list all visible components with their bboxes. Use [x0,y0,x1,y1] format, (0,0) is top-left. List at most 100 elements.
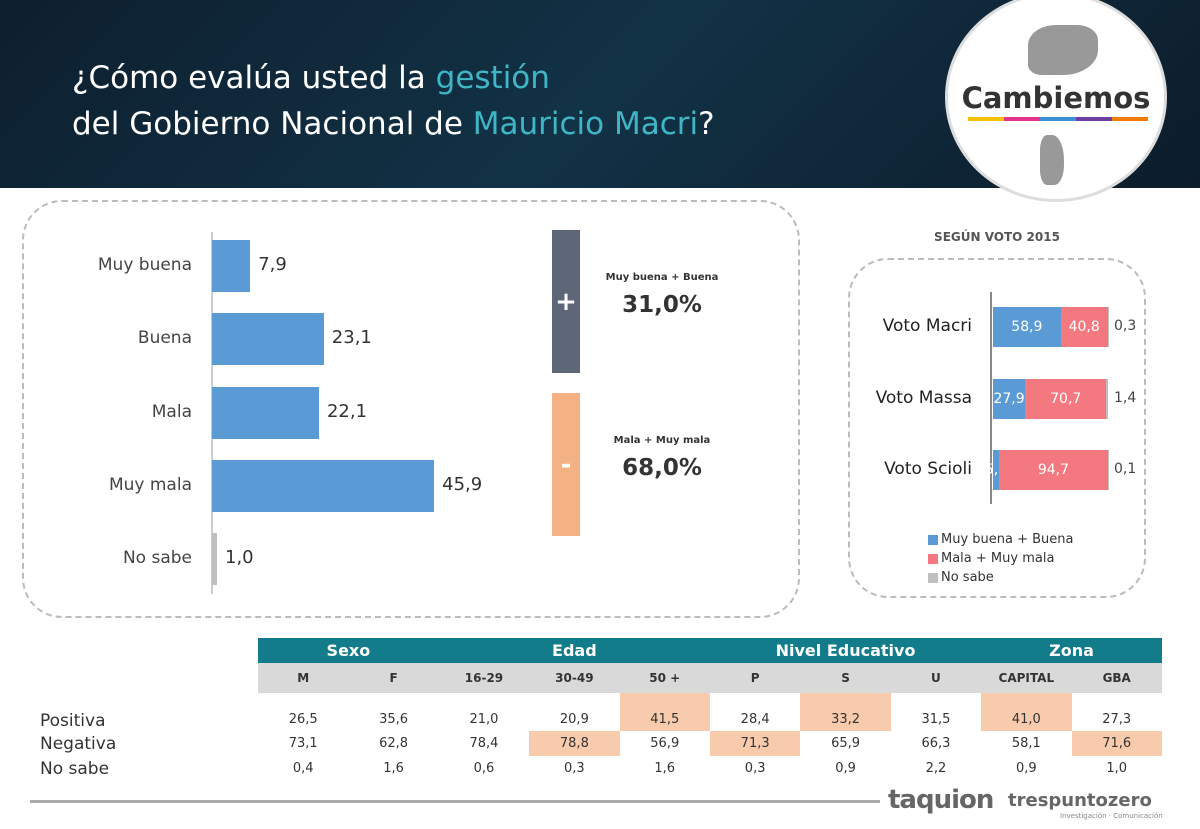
column-header: U [890,663,982,693]
logo-subtitle: Investigación · Comunicación [1060,812,1163,820]
category-label: Muy buena [97,255,192,275]
title-text: del Gobierno Nacional de [72,106,473,142]
category-label: Voto Massa [875,387,972,408]
row-label: Negativa [30,731,258,756]
table-cell: 0,9 [835,761,856,776]
column-header: 30-49 [529,663,620,693]
column-header: S [800,663,891,693]
table-cell: 41,5 [619,693,710,731]
group-header: Sexo [258,638,439,663]
column-header: P [709,663,801,693]
table-cell: 0,3 [564,761,585,776]
bar-segment [1106,378,1108,419]
column-header: M [258,663,349,693]
table-row: No sabe 0,4 1,6 0,6 0,3 1,6 0,3 0,9 2,2 0,9 1,0 [30,756,1162,781]
table-row: Negativa 73,1 62,8 78,4 78,8 56,9 71,3 65,9 66,3… [30,731,1162,756]
vote-chart-panel [848,258,1146,598]
trespuntozero-logo: trespuntozero [1008,790,1152,811]
bar-segment: 40,8 [1060,307,1108,347]
cambiemos-logo: Cambiemos [945,0,1167,202]
data-label: 0,1 [1114,461,1137,477]
table-cell: 0,3 [744,761,766,776]
data-label: 45,9 [442,473,483,495]
data-label: 0,3 [1114,318,1137,334]
data-label: 22,1 [326,400,368,422]
footer-divider [30,800,880,803]
group-header: Edad [438,638,710,663]
legend-item: Mala + Muy mala [928,551,1054,566]
bar-segment: 27,9 [993,378,1026,419]
table-cell: 73,1 [288,736,318,751]
header: ¿Cómo evalúa usted la gestión del Gobier… [0,0,1200,202]
legend-item: No sabe [928,570,994,585]
table-cell: 28,4 [740,712,770,727]
table-cell: 66,3 [921,736,951,751]
table-cell: 78,8 [529,731,620,756]
category-label: Mala [151,401,192,422]
legend-swatch [928,572,938,583]
data-label: 7,9 [258,254,287,275]
table-cell: 21,0 [469,712,499,727]
table-cell: 58,1 [1011,736,1041,751]
category-label: Buena [137,328,192,349]
table-cell: 1,6 [654,761,676,776]
logo-text: trespuntozero [1008,790,1152,811]
vote-chart-title: SEGÚN VOTO 2015 [934,230,1060,244]
table-cell: 35,6 [379,712,409,727]
table-row: Positiva 26,5 35,6 21,0 20,9 41,5 28,4 33,2 31,5… [30,693,1162,731]
category-label: Voto Macri [882,316,972,336]
bar-segment: 58,9 [993,307,1061,347]
summary-label: Mala + Muy mala [613,435,711,446]
data-label: 23,1 [331,327,372,349]
table-cell: 41,0 [981,693,1072,731]
table-cell: 78,4 [469,736,499,751]
legend-label: No sabe [941,570,994,585]
logo-stripe [968,117,1148,121]
table-cell: 71,3 [709,731,801,756]
legend-label: Mala + Muy mala [941,551,1055,566]
bar-segment: 94,7 [998,450,1108,490]
table-cell: 0,9 [1015,761,1037,776]
table-cell: 31,5 [921,712,951,727]
table-cell: 27,3 [1102,712,1132,727]
legend-swatch [928,553,938,564]
title-text: ¿Cómo evalúa usted la [72,60,436,96]
column-header: F [348,663,439,693]
bar [212,313,324,366]
table-cell: 0,6 [473,761,495,776]
title-highlight: gestión [435,60,550,96]
taquion-logo: taquion [888,785,994,815]
group-header: Nivel Educativo [709,638,982,663]
blank-cell [30,638,258,663]
table-cell: 1,0 [1106,761,1128,776]
legend-label: Muy buena + Buena [941,532,1074,547]
map-icon [1028,25,1098,75]
category-label: No sabe [122,548,192,569]
bar [212,240,251,292]
main-chart-panel [22,200,800,618]
summary-value: 31,0% [622,292,702,318]
map-icon [1040,135,1064,185]
demographic-table: Sexo Edad Nivel Educativo Zona M F 16-29 30-49 5… [30,638,1162,781]
table-cell: 62,8 [379,736,409,751]
bar [212,386,319,439]
summary-label: Muy buena + Buena [605,272,719,283]
legend-item: Muy buena + Buena [928,532,1074,547]
data-label: 1,0 [225,547,254,569]
bar-segment: 70,7 [1025,378,1107,419]
table-cell: 20,9 [559,712,589,727]
row-label: Positiva [30,693,258,731]
summary-sign: + [552,230,580,373]
category-label: Muy mala [108,474,192,495]
table-cell: 1,6 [383,761,404,776]
summary-sign: - [552,393,580,536]
group-header: Zona [981,638,1162,663]
title-highlight: Mauricio Macri [472,106,699,142]
table-cell: 33,2 [800,693,891,731]
bar [212,459,435,512]
title-text: ? [698,106,715,142]
column-header: CAPITAL [981,663,1072,693]
column-header: 50 + [619,663,710,693]
data-label: 1,4 [1114,389,1137,406]
legend-swatch [928,534,938,545]
